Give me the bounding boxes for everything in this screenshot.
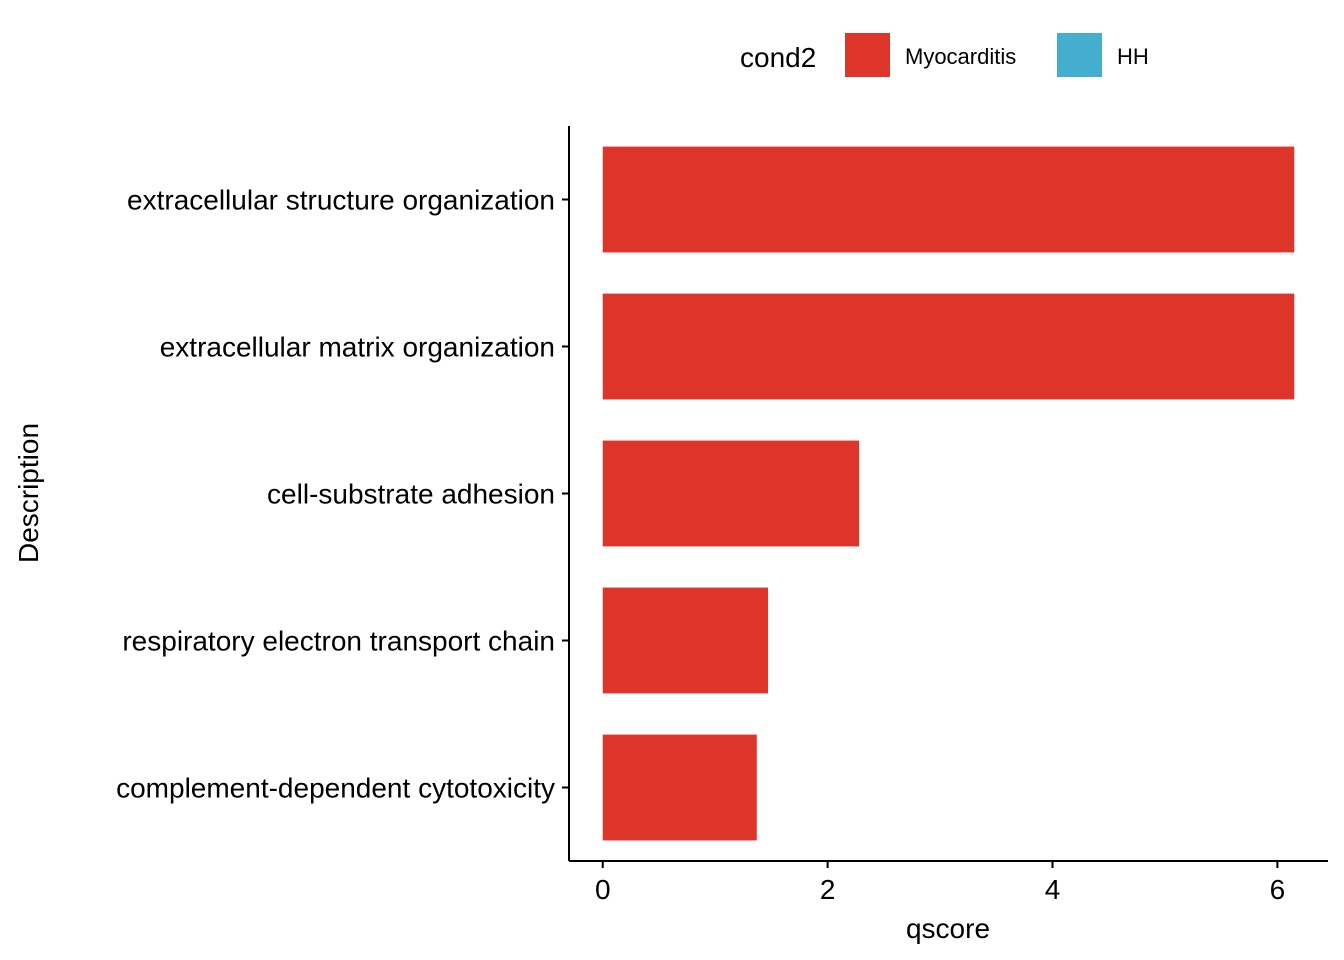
legend-title: cond2 [740,42,816,73]
x-axis-title: qscore [906,913,990,944]
legend-swatch-hh [1057,33,1102,77]
bar-2 [602,293,1295,400]
legend-label-hh: HH [1117,44,1149,69]
y-axis-title: Description [13,423,44,563]
legend-swatch-myocarditis [845,33,890,77]
bar-5 [602,734,757,841]
bar-3 [602,440,860,547]
y-axis: extracellular structure organization extr… [116,126,570,861]
y-tick-label: respiratory electron transport chain [122,626,555,657]
y-tick-label: cell-substrate adhesion [267,479,555,510]
x-tick-label: 0 [595,874,611,905]
bars-group [602,146,1295,841]
bar-1 [602,146,1295,253]
y-tick-label: extracellular structure organization [127,185,555,216]
y-tick-label: extracellular matrix organization [160,332,555,363]
legend: cond2 Myocarditis HH [740,33,1149,77]
x-tick-label: 4 [1045,874,1061,905]
legend-label-myocarditis: Myocarditis [905,44,1016,69]
x-tick-label: 6 [1270,874,1286,905]
x-axis: 0 2 4 6 [569,860,1328,905]
y-tick-label: complement-dependent cytotoxicity [116,773,555,804]
x-tick-label: 2 [820,874,836,905]
bar-4 [602,587,769,694]
